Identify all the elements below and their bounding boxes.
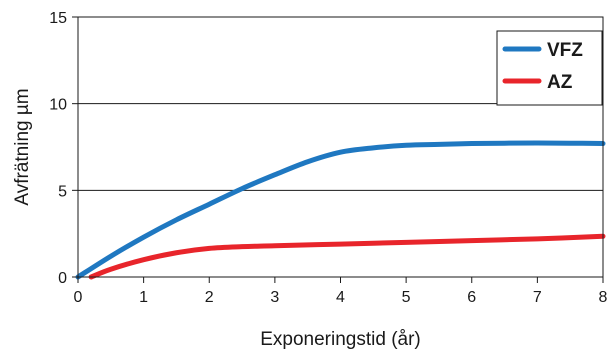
legend-label-az: AZ xyxy=(547,72,573,93)
x-axis-title: Exponeringstid (år) xyxy=(260,329,421,350)
x-tick-label: 6 xyxy=(467,289,476,306)
series-lines xyxy=(75,140,606,280)
y-tick-label: 5 xyxy=(58,183,67,200)
y-axis-ticks: 0 5 10 15 xyxy=(49,10,78,287)
x-tick-label: 4 xyxy=(336,289,345,306)
series-line-az xyxy=(88,233,606,280)
x-tick-label: 8 xyxy=(599,289,608,306)
x-tick-label: 5 xyxy=(402,289,411,306)
legend: VFZ AZ xyxy=(496,30,603,106)
y-axis-title: Avfrätning µm xyxy=(12,88,33,205)
y-tick-label: 15 xyxy=(49,10,67,27)
x-tick-label: 7 xyxy=(533,289,542,306)
y-tick-label: 10 xyxy=(49,97,67,114)
x-tick-label: 3 xyxy=(270,289,279,306)
x-axis-ticks: 0 1 2 3 4 5 6 7 8 xyxy=(74,277,608,306)
legend-box xyxy=(496,30,603,106)
x-tick-label: 2 xyxy=(205,289,214,306)
x-tick-label: 0 xyxy=(74,289,83,306)
x-tick-label: 1 xyxy=(139,289,148,306)
series-line-vfz xyxy=(75,140,606,280)
gridlines xyxy=(78,103,603,191)
legend-label-vfz: VFZ xyxy=(547,40,583,61)
y-tick-label: 0 xyxy=(58,270,67,287)
